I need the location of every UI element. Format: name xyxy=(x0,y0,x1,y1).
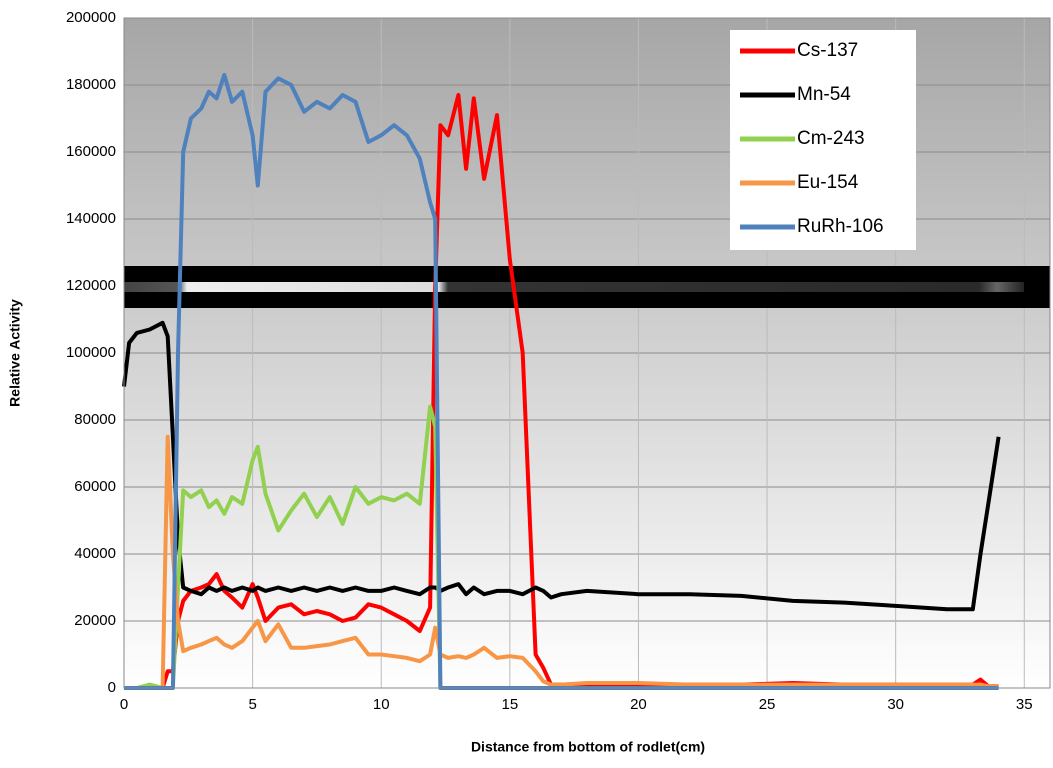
data-line xyxy=(124,434,999,690)
legend-label: RuRh-106 xyxy=(797,216,884,237)
y-tick-label: 0 xyxy=(108,679,116,696)
y-tick-label: 100000 xyxy=(66,344,116,361)
y-tick-label: 140000 xyxy=(66,210,116,227)
x-tick-label: 15 xyxy=(501,696,518,713)
x-tick-label: 0 xyxy=(120,696,128,713)
legend-label: Eu-154 xyxy=(797,172,859,193)
y-tick-label: 60000 xyxy=(74,478,116,495)
y-tick-label: 160000 xyxy=(66,143,116,160)
y-tick-label: 180000 xyxy=(66,76,116,93)
y-tick-label: 200000 xyxy=(66,9,116,26)
legend-label: Cs-137 xyxy=(797,40,858,61)
legend-label: Cm-243 xyxy=(797,128,865,149)
x-tick-label: 20 xyxy=(630,696,647,713)
x-tick-label: 30 xyxy=(887,696,904,713)
y-tick-label: 120000 xyxy=(66,277,116,294)
y-tick-label: 80000 xyxy=(74,411,116,428)
x-tick-label: 25 xyxy=(759,696,776,713)
y-tick-label: 40000 xyxy=(74,545,116,562)
x-axis-title: Distance from bottom of rodlet(cm) xyxy=(471,739,705,755)
y-axis-title: Relative Activity xyxy=(7,299,23,407)
x-tick-label: 10 xyxy=(373,696,390,713)
rodlet-image-core xyxy=(124,282,1024,292)
x-tick-label: 35 xyxy=(1016,696,1033,713)
y-tick-label: 20000 xyxy=(74,612,116,629)
data-line xyxy=(122,320,1001,612)
x-tick-label: 5 xyxy=(248,696,256,713)
legend-label: Mn-54 xyxy=(797,84,851,105)
plot-border xyxy=(123,17,1051,689)
